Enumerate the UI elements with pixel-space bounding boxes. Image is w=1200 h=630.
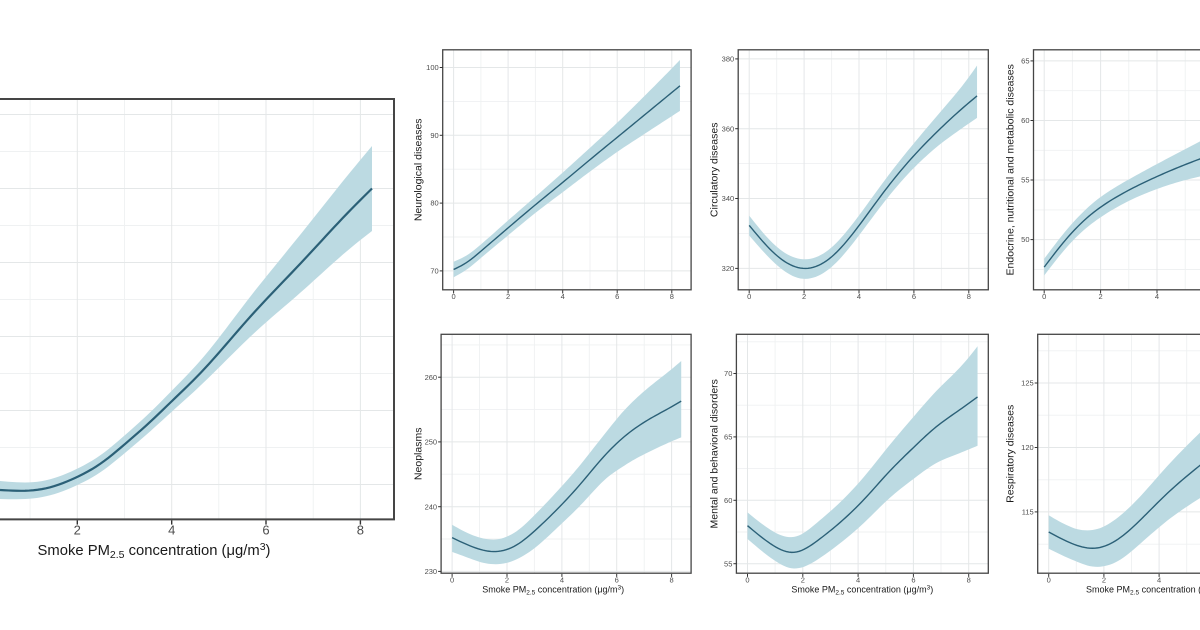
svg-text:320: 320 [722,264,735,273]
svg-text:6: 6 [262,523,269,538]
svg-text:70: 70 [724,369,732,378]
svg-text:0: 0 [747,292,751,301]
svg-text:250: 250 [425,438,438,447]
svg-text:230: 230 [425,567,438,576]
svg-text:6: 6 [912,292,916,301]
svg-text:4: 4 [856,576,860,585]
svg-text:Mental and behavioral disorder: Mental and behavioral disorders [709,379,721,528]
svg-text:2: 2 [505,576,509,585]
svg-text:Smoke PM2.5 concentration (μg/: Smoke PM2.5 concentration (μg/m3) [38,541,271,561]
svg-text:240: 240 [425,502,438,511]
svg-text:2: 2 [1102,576,1106,585]
svg-text:65: 65 [1021,57,1029,66]
svg-text:60: 60 [724,496,732,505]
svg-text:Neoplasms: Neoplasms [413,428,425,481]
svg-text:Smoke PM2.5 concentration (μg/: Smoke PM2.5 concentration (μg/m3) [1086,585,1200,597]
svg-text:380: 380 [722,55,735,64]
svg-text:340: 340 [722,194,735,203]
svg-text:Respiratory diseases: Respiratory diseases [1005,405,1017,503]
svg-text:2: 2 [802,292,806,301]
svg-text:115: 115 [1022,508,1034,517]
svg-text:Circulatory diseases: Circulatory diseases [709,123,721,218]
svg-text:60: 60 [1021,116,1029,125]
svg-text:8: 8 [670,292,674,301]
svg-text:8: 8 [967,292,971,301]
svg-text:0: 0 [1042,292,1046,301]
svg-text:8: 8 [967,576,971,585]
svg-text:4: 4 [560,576,564,585]
svg-text:2: 2 [506,292,510,301]
svg-text:4: 4 [168,523,175,538]
svg-text:6: 6 [911,576,915,585]
svg-text:80: 80 [430,199,438,208]
svg-text:4: 4 [857,292,861,301]
svg-text:50: 50 [1021,235,1029,244]
svg-text:120: 120 [1021,443,1034,452]
svg-text:100: 100 [426,63,439,72]
svg-text:360: 360 [722,124,735,133]
svg-text:90: 90 [430,131,438,140]
svg-text:2: 2 [1099,292,1103,301]
svg-text:4: 4 [1157,576,1161,585]
svg-text:4: 4 [1155,292,1159,301]
svg-text:6: 6 [615,576,619,585]
svg-text:0: 0 [450,576,454,585]
svg-text:8: 8 [357,523,364,538]
svg-text:260: 260 [425,373,438,382]
svg-text:2: 2 [74,523,81,538]
svg-text:70: 70 [430,267,438,276]
svg-text:65: 65 [724,433,732,442]
svg-text:55: 55 [724,559,732,568]
svg-text:0: 0 [745,576,749,585]
svg-text:Neurological diseases: Neurological diseases [413,118,425,221]
svg-text:0: 0 [1047,576,1051,585]
svg-text:125: 125 [1021,379,1034,388]
svg-text:8: 8 [670,576,674,585]
svg-text:55: 55 [1021,176,1029,185]
svg-text:0: 0 [452,292,456,301]
svg-text:2: 2 [801,576,805,585]
svg-text:6: 6 [615,292,619,301]
svg-text:Smoke PM2.5 concentration (μg/: Smoke PM2.5 concentration (μg/m3) [482,585,624,597]
svg-text:Endocrine, nutritional and met: Endocrine, nutritional and metabolic dis… [1005,64,1017,275]
svg-text:4: 4 [561,292,565,301]
svg-text:Smoke PM2.5 concentration (μg/: Smoke PM2.5 concentration (μg/m3) [791,585,933,597]
